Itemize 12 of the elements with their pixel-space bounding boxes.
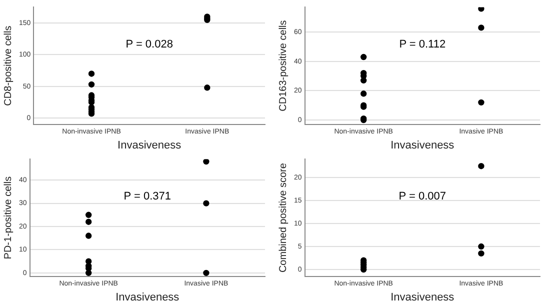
y-axis-title: Combined positive score	[278, 162, 289, 273]
annotation: P = 0.112	[399, 38, 446, 51]
x-axis-title: Invasiveness	[118, 139, 182, 152]
x-axis-title: Invasiveness	[390, 291, 455, 304]
annotation: P = 0.028	[126, 38, 173, 51]
x-axis-title: Invasiveness	[390, 139, 455, 152]
x-axis-title: Invasiveness	[116, 291, 180, 304]
y-axis-title: PD-1-positive cells	[2, 176, 14, 260]
y-axis-title: CD8-positive cells	[2, 26, 14, 106]
y-axis-title: CD163-positive cells	[278, 20, 289, 112]
annotation: P = 0.007	[398, 190, 446, 203]
annotation: P = 0.371	[124, 190, 171, 203]
